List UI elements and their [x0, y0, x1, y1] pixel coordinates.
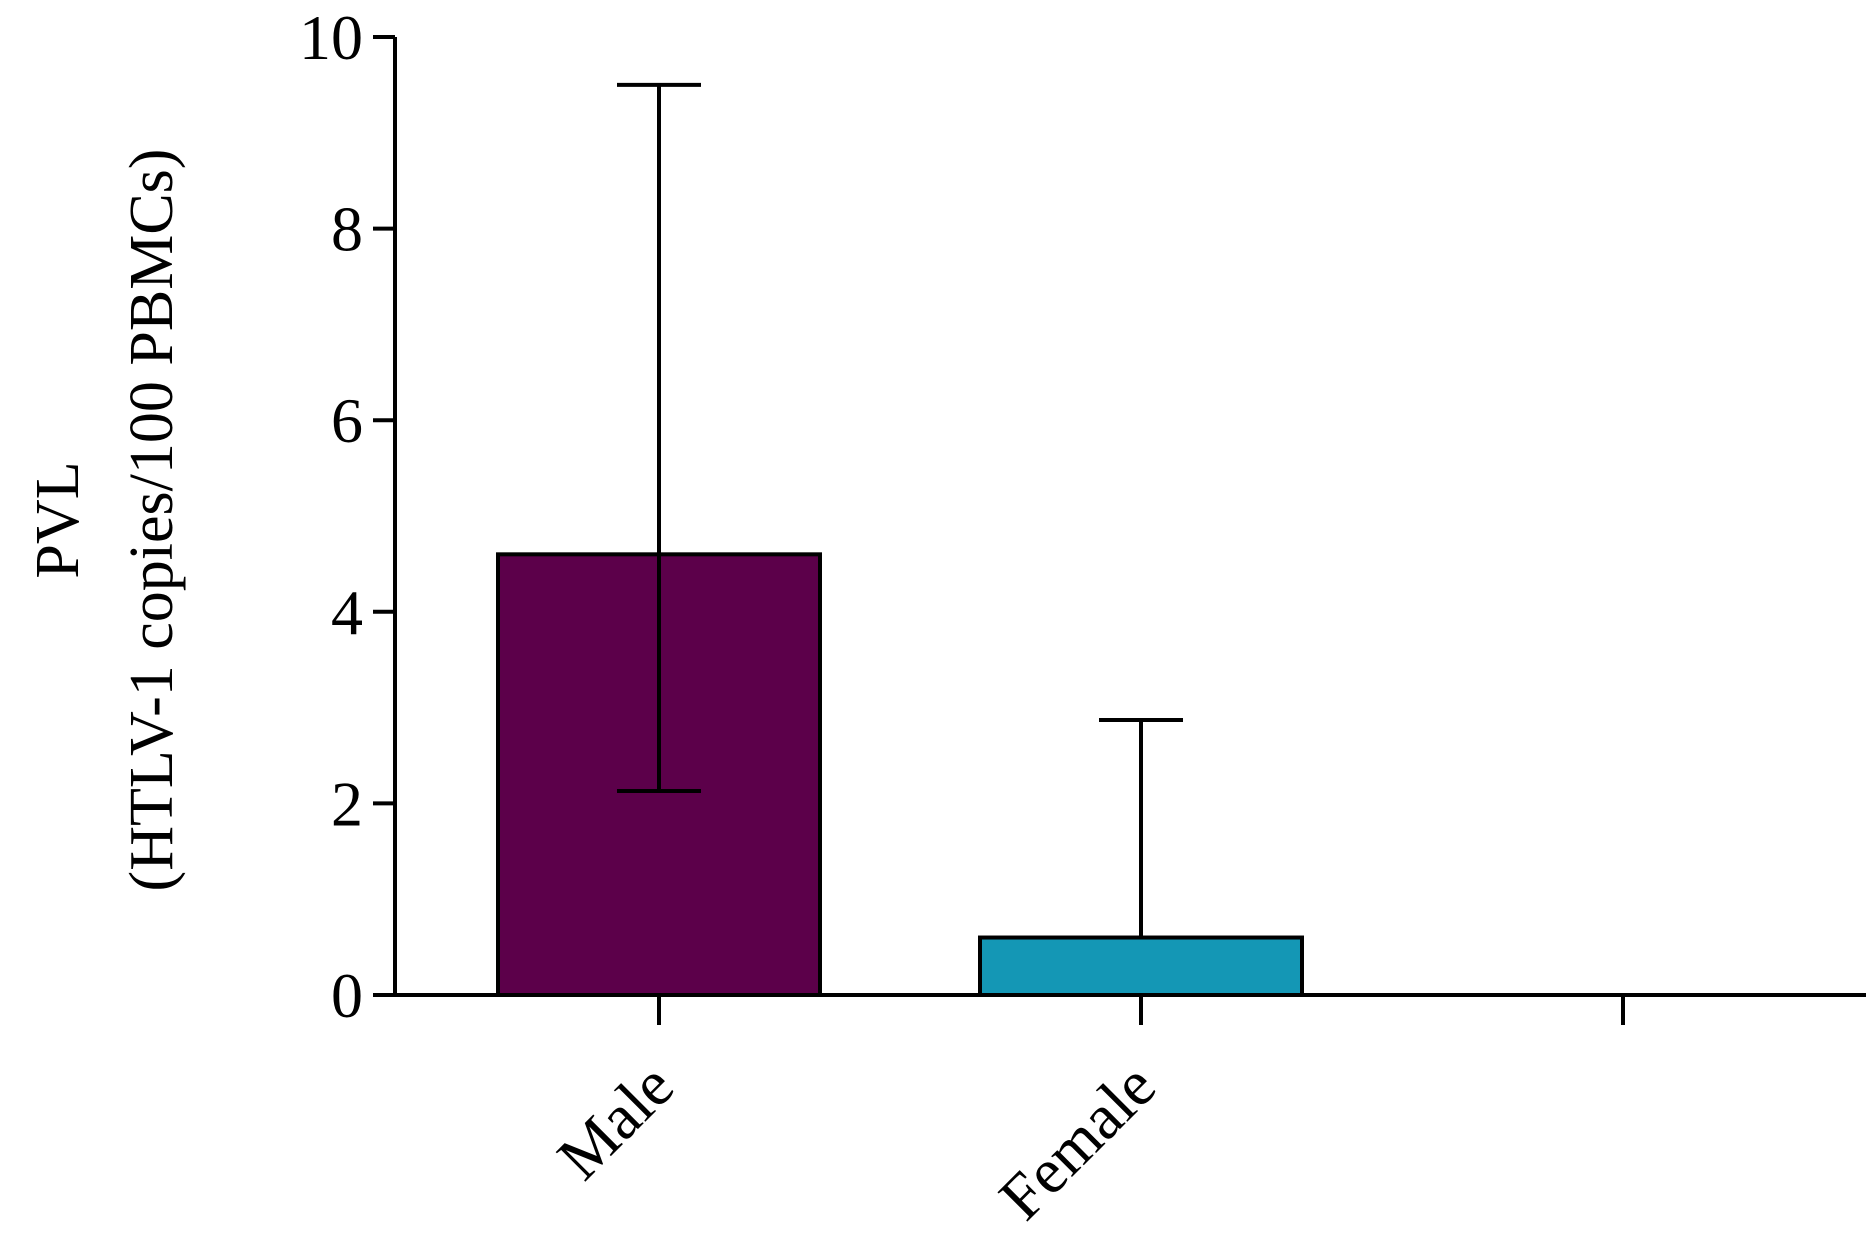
y-axis-label-group: PVL (HTLV-1 copies/100 PBMCs): [24, 149, 186, 892]
y-tick-label: 4: [331, 577, 363, 648]
y-tick-label: 10: [299, 2, 363, 73]
y-tick-label: 2: [331, 768, 363, 839]
y-tick-label: 8: [331, 194, 363, 265]
bar: [978, 935, 1304, 998]
x-category-label: Female: [985, 1050, 1168, 1233]
y-axis-label: PVL: [24, 461, 92, 578]
y-axis-label-units: (HTLV-1 copies/100 PBMCs): [118, 149, 186, 892]
y-tick-label: 0: [331, 960, 363, 1031]
plot-area: 0 2 4 6 8 10 Male Female: [299, 2, 1866, 1233]
x-category-label: Male: [544, 1050, 687, 1193]
y-tick-label: 6: [331, 385, 363, 456]
